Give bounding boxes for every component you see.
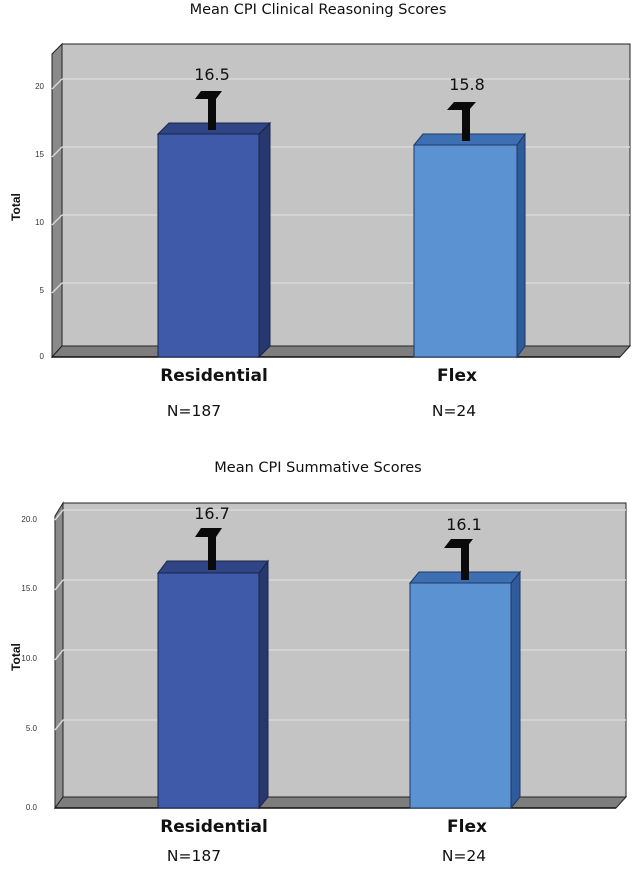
y-tick-15: 15 <box>35 150 44 159</box>
chart-plot-area <box>50 42 632 359</box>
category-label-flex: Flex <box>447 817 487 837</box>
category-label-residential: Residential <box>160 366 268 386</box>
bar-residential <box>157 559 269 810</box>
y-tick-20: 20 <box>35 82 44 91</box>
sample-size-flex: N=24 <box>441 847 487 865</box>
y-tick-15: 15.0 <box>21 584 37 593</box>
value-label-residential: 16.5 <box>194 65 230 84</box>
y-tick-10: 10.0 <box>21 654 37 663</box>
value-label-residential: 16.7 <box>194 504 230 523</box>
y-tick-5: 5 <box>39 286 44 295</box>
sample-size-flex: N=24 <box>431 402 477 420</box>
value-label-flex: 15.8 <box>449 75 485 94</box>
sample-size-residential: N=187 <box>166 847 222 865</box>
error-bar-residential <box>195 528 222 570</box>
y-tick-5: 5.0 <box>25 724 37 733</box>
y-tick-20: 20.0 <box>21 515 37 524</box>
bar-flex <box>412 132 526 359</box>
bar-flex <box>408 570 522 810</box>
category-label-residential: Residential <box>160 817 268 837</box>
chart-plot-area <box>54 501 628 810</box>
error-bar-residential <box>195 91 222 130</box>
bar-residential <box>156 121 272 359</box>
summative-chart: Mean CPI Summative Scores Total 20.0 15.… <box>0 436 636 872</box>
y-tick-10: 10 <box>35 218 44 227</box>
y-tick-0: 0 <box>39 352 44 361</box>
category-label-flex: Flex <box>437 366 477 386</box>
y-tick-0: 0.0 <box>25 803 37 812</box>
chart-title: Mean CPI Summative Scores <box>214 460 422 476</box>
gridlines <box>54 509 626 731</box>
clinical-reasoning-chart: Mean CPI Clinical Reasoning Scores Total… <box>9 2 632 420</box>
error-bar-flex <box>447 102 476 141</box>
value-label-flex: 16.1 <box>446 515 482 534</box>
sample-size-residential: N=187 <box>166 402 222 420</box>
gridlines <box>51 78 630 294</box>
error-bar-flex <box>444 539 473 580</box>
chart-title: Mean CPI Clinical Reasoning Scores <box>189 2 447 18</box>
